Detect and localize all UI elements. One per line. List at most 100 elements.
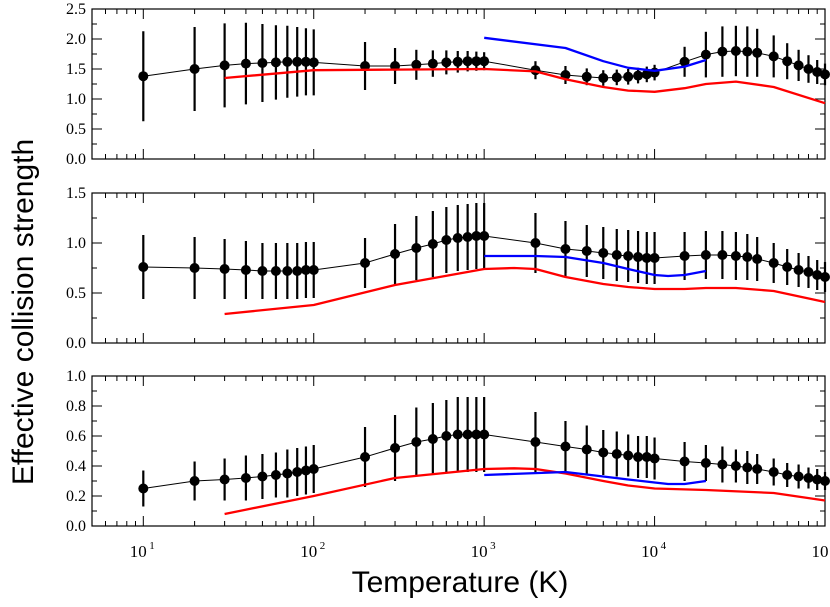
panels-layer: 0.00.51.01.52.02.50.00.51.01.50.00.20.40…: [66, 1, 830, 561]
data-point: [308, 265, 319, 275]
data-point: [138, 71, 149, 82]
x-axis-label: Temperature (K): [352, 566, 569, 599]
data-point: [189, 263, 200, 273]
data-point: [308, 464, 319, 474]
data-point: [292, 467, 303, 477]
y-tick-label: 1.5: [66, 185, 86, 202]
series-blue-line: [484, 254, 707, 278]
panel-bottom: 0.0 0.2 0.4 0.6 0.8 1.0: [66, 368, 830, 535]
data-point: [742, 462, 753, 473]
y-tick-label: 2.5: [66, 1, 86, 18]
data-point: [292, 56, 303, 67]
data-point: [360, 61, 371, 71]
data-point: [138, 262, 149, 272]
data-point: [441, 431, 452, 441]
data-point: [700, 458, 711, 468]
data-point: [452, 56, 463, 67]
data-point: [752, 464, 763, 474]
data-point: [623, 71, 634, 82]
data-point: [427, 58, 438, 69]
data-point: [742, 252, 753, 262]
series-black-points: [138, 397, 830, 507]
data-point: [270, 57, 281, 68]
data-point: [700, 250, 711, 260]
x-tick-exponent: 2: [320, 540, 326, 552]
data-point: [793, 60, 804, 71]
data-point: [641, 452, 652, 462]
data-point: [611, 72, 622, 83]
data-line: [484, 254, 707, 278]
data-point: [411, 59, 422, 70]
data-point: [471, 56, 482, 67]
data-point: [768, 467, 779, 477]
data-point: [649, 253, 660, 263]
data-point: [633, 452, 644, 462]
data-point: [390, 443, 401, 453]
x-tick-label: 10: [300, 542, 317, 561]
data-point: [793, 265, 804, 275]
data-point: [730, 46, 741, 56]
data-point: [462, 429, 473, 440]
data-point: [282, 56, 293, 67]
y-tick-label: 0.6: [66, 428, 86, 445]
data-point: [308, 57, 319, 68]
data-point: [611, 250, 622, 260]
panel-top: 0.0 0.5 1.0 1.5 2.0 2.5: [66, 1, 830, 168]
data-point: [441, 235, 452, 245]
data-point: [240, 265, 251, 275]
data-point: [717, 46, 728, 57]
data-point: [598, 447, 609, 458]
data-point: [270, 266, 281, 276]
data-point: [427, 434, 438, 444]
data-point: [300, 265, 311, 275]
data-point: [649, 453, 660, 464]
data-point: [452, 233, 463, 243]
data-point: [803, 267, 814, 277]
data-line: [484, 470, 707, 486]
data-line: [484, 36, 707, 72]
data-point: [189, 64, 200, 74]
data-point: [581, 71, 592, 82]
data-point: [189, 476, 200, 486]
series-black-points: [138, 22, 830, 122]
series-red-line: [224, 467, 826, 516]
data-point: [623, 251, 634, 261]
data-point: [717, 459, 728, 470]
x-tick-exponent: 1: [149, 540, 155, 552]
data-point: [240, 58, 251, 69]
series-blue-line: [484, 470, 707, 486]
data-point: [803, 473, 814, 483]
data-point: [598, 248, 609, 258]
data-point: [752, 254, 763, 264]
data-point: [300, 56, 311, 67]
data-line: [224, 67, 826, 105]
data-point: [641, 253, 652, 263]
x-tick-label: 10: [471, 542, 488, 561]
y-axis-label: Effective collision strength: [7, 139, 40, 485]
data-point: [292, 266, 303, 276]
y-tick-label: 1.0: [66, 368, 86, 385]
panel-middle: 0.0 0.5 1.0 1.5: [66, 185, 830, 352]
data-point: [812, 474, 823, 485]
data-point: [471, 429, 482, 440]
data-point: [730, 251, 741, 261]
data-point: [479, 56, 490, 67]
data-point: [820, 272, 830, 282]
data-point: [479, 231, 490, 241]
data-point: [257, 471, 268, 482]
data-point: [360, 452, 371, 462]
y-tick-label: 0.2: [66, 488, 86, 505]
data-point: [679, 251, 690, 261]
data-point: [530, 238, 541, 248]
data-point: [633, 70, 644, 81]
data-point: [679, 456, 690, 467]
data-point: [219, 474, 230, 485]
x-tick-label: 10: [130, 542, 147, 561]
data-point: [782, 56, 793, 67]
data-point: [560, 244, 571, 254]
data-point: [812, 67, 823, 77]
y-tick-label: 1.0: [66, 235, 86, 252]
data-point: [270, 470, 281, 480]
data-point: [240, 473, 251, 483]
